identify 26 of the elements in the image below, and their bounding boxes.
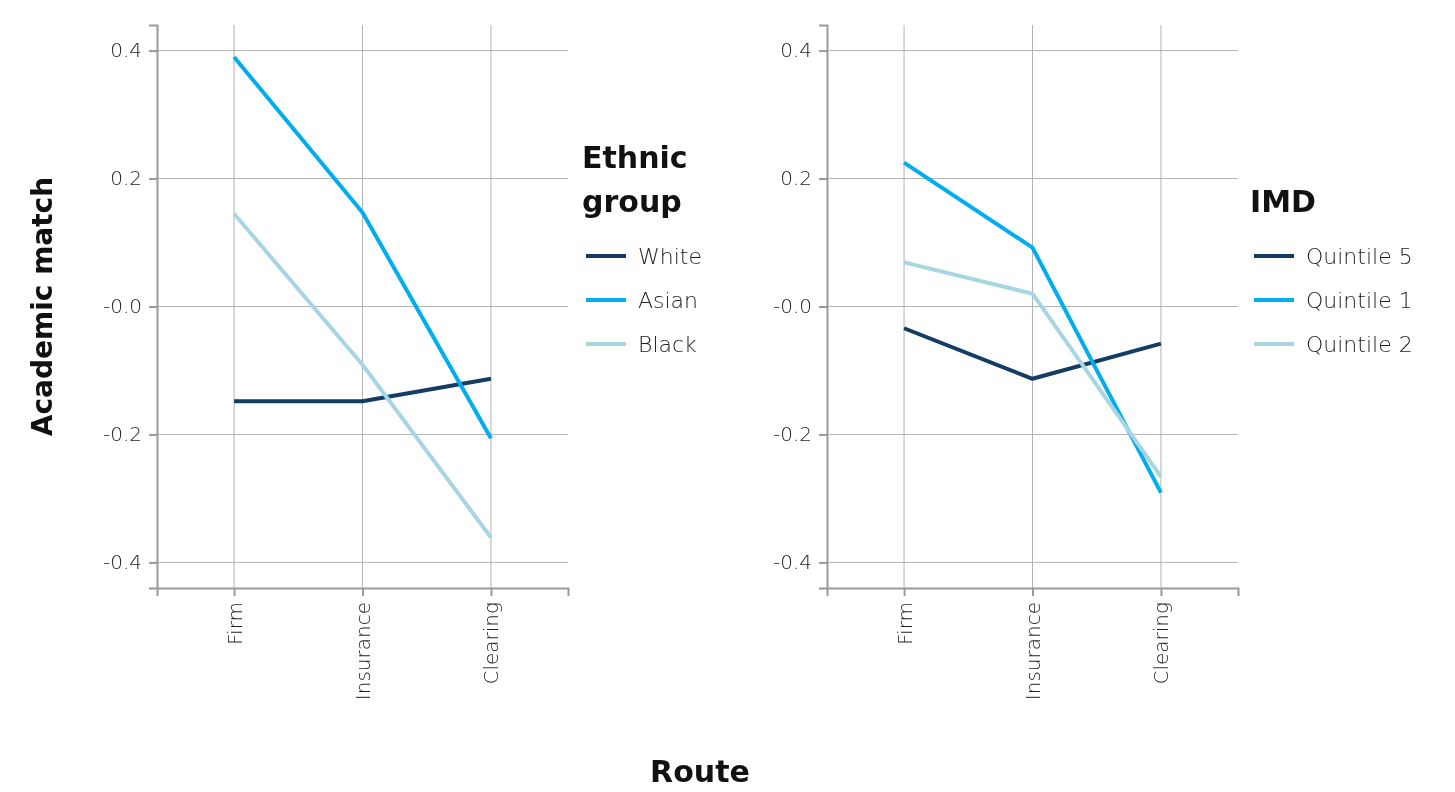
y-tick-label: 0.2 <box>110 166 142 191</box>
x-tick-label: Firm <box>222 602 247 645</box>
legend-label: Quintile 2 <box>1306 331 1413 357</box>
y-tick-label: 0.4 <box>110 38 142 63</box>
x-axis-title: Route <box>650 754 750 789</box>
legend-title: IMD <box>1250 184 1316 219</box>
y-tick-label: -0.0 <box>772 294 812 319</box>
y-axis-title: Academic match <box>26 176 59 437</box>
legend-label: Quintile 5 <box>1306 243 1413 269</box>
y-tick-label: -0.4 <box>772 550 812 575</box>
legend-label: Black <box>638 331 698 357</box>
legend-label: White <box>638 243 702 269</box>
x-tick-label: Insurance <box>351 602 375 701</box>
y-tick-label: -0.2 <box>772 422 812 447</box>
x-tick-label: Firm <box>892 602 917 645</box>
legend-title: Ethnic group <box>582 140 688 219</box>
y-tick-label: 0.2 <box>780 166 812 191</box>
y-tick-label: -0.0 <box>102 294 142 319</box>
y-tick-label: -0.2 <box>102 422 142 447</box>
y-tick-label: -0.4 <box>102 550 142 575</box>
legend-label: Asian <box>638 287 699 313</box>
x-tick-label: Clearing <box>1149 602 1174 685</box>
x-tick-label: Clearing <box>479 602 504 685</box>
y-tick-label: 0.4 <box>780 38 812 63</box>
x-tick-label: Insurance <box>1021 602 1045 701</box>
legend-label: Quintile 1 <box>1306 287 1413 313</box>
